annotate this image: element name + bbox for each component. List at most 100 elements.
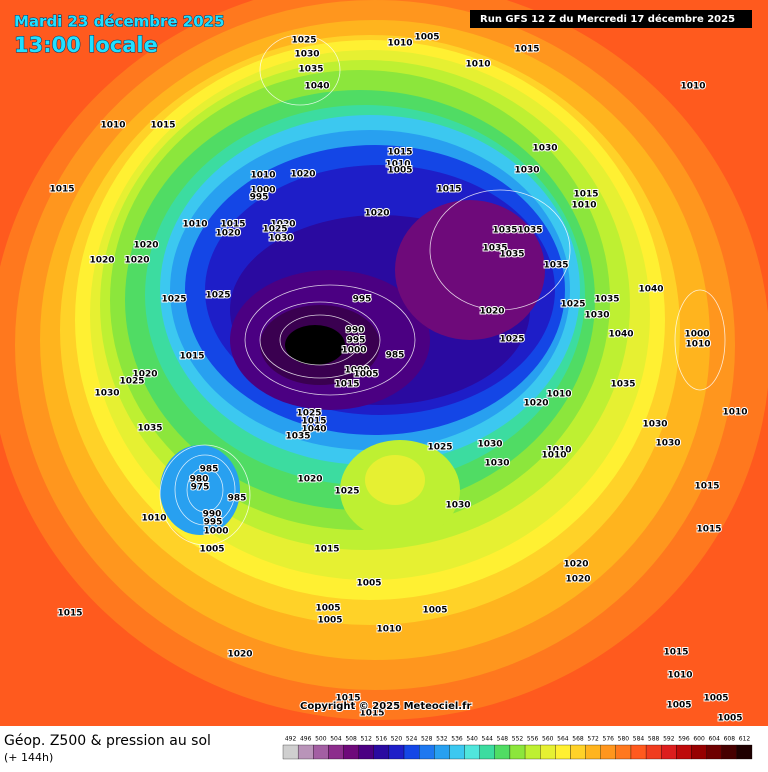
isobar-label: 1035: [285, 432, 310, 442]
isobar-label: 1005: [666, 701, 691, 711]
isobar-label: 1010: [250, 171, 275, 181]
legend-swatch: [630, 744, 647, 760]
isobar-label: 1035: [482, 244, 507, 254]
legend-label: 580: [618, 736, 630, 743]
legend-swatch: [297, 744, 314, 760]
legend-label: 524: [406, 736, 418, 743]
legend-label: 600: [693, 736, 705, 743]
isobar-label: 1025: [560, 300, 585, 310]
legend-label: 568: [572, 736, 584, 743]
legend-label: 544: [482, 736, 494, 743]
isobar-label: 1030: [584, 311, 609, 321]
isobar-label: 1025: [334, 487, 359, 497]
isobar-label: 1035: [137, 424, 162, 434]
isobar-label: 980: [190, 475, 209, 485]
isobar-label: 1000: [344, 366, 369, 376]
legend-swatch: [570, 744, 586, 760]
isobar-label: 1040: [638, 285, 663, 295]
isobar-label: 1030: [294, 50, 319, 60]
isobar-label: 1015: [49, 185, 74, 195]
legend-label: 516: [376, 736, 388, 743]
isobar-label: 1010: [546, 390, 571, 400]
isobar-label: 1015: [359, 709, 384, 719]
legend-label: 508: [345, 736, 357, 743]
isobar-label: 1005: [199, 545, 224, 555]
legend-label: 540: [466, 736, 478, 743]
legend-swatch: [373, 744, 390, 760]
isobar-label: 1020: [563, 560, 588, 570]
isobar-label: 1020: [215, 229, 240, 239]
isobar-label: 1010: [667, 671, 692, 681]
legend-label: 564: [557, 736, 569, 743]
isobar-label: 1005: [422, 606, 447, 616]
isobar-label: 1010: [376, 625, 401, 635]
isobar-label: 1000: [203, 527, 228, 537]
legend-label: 612: [739, 736, 751, 743]
legend-label: 528: [421, 736, 433, 743]
isobar-label: 1015: [663, 648, 688, 658]
isobar-label: 1005: [353, 370, 378, 380]
isobar-label: 1010: [571, 201, 596, 211]
legend-swatch: [358, 744, 374, 760]
legend-label: 548: [497, 736, 509, 743]
isobar-label: 1010: [722, 408, 747, 418]
isobar-label: 1030: [514, 166, 539, 176]
isobar-label: 1030: [94, 389, 119, 399]
isobar-label: 1015: [335, 694, 360, 704]
isobar-label: 1010: [680, 82, 705, 92]
legend-swatch: [479, 744, 495, 760]
legend-label: 520: [391, 736, 403, 743]
legend-label: 536: [451, 736, 463, 743]
isobar-label: 1000: [341, 346, 366, 356]
legend-swatch: [615, 744, 632, 760]
isobar-label: 985: [386, 351, 405, 361]
legend-swatch: [434, 744, 450, 760]
isobar-label: 1010: [385, 160, 410, 170]
legend-swatch: [691, 744, 707, 760]
isobar-label: 1005: [387, 166, 412, 176]
isobar-label: 1020: [89, 256, 114, 266]
isobar-label: 1005: [414, 33, 439, 43]
run-info: Run GFS 12 Z du Mercredi 17 décembre 202…: [480, 13, 735, 25]
isobar-label: 1020: [479, 307, 504, 317]
legend-swatch: [328, 744, 344, 760]
isobar-label: 1015: [696, 525, 721, 535]
isobar-label: 995: [353, 295, 372, 305]
height-field: [0, 0, 768, 720]
isobar-label: 1020: [132, 370, 157, 380]
legend-label: 576: [603, 736, 615, 743]
isobar-label: 985: [200, 465, 219, 475]
isobar-label: 1025: [161, 295, 186, 305]
isobar-label: 1010: [141, 514, 166, 524]
isobar-label: 1015: [514, 45, 539, 55]
isobar-label: 1005: [703, 694, 728, 704]
isobar-label: 985: [228, 494, 247, 504]
isobar-label: 1025: [262, 225, 287, 235]
isobar-label: 1020: [364, 209, 389, 219]
legend-swatch: [524, 744, 541, 760]
isobar-label: 1020: [270, 220, 295, 230]
legend-label: 596: [678, 736, 690, 743]
isobar-label: 1040: [304, 82, 329, 92]
isobar-label: 1020: [565, 575, 590, 585]
legend-swatch: [509, 744, 526, 760]
isobar-label: 975: [191, 483, 210, 493]
isobar-label: 1005: [717, 714, 742, 724]
isobar-label: 1015: [150, 121, 175, 131]
isobar-label: 1010: [685, 340, 710, 350]
legend-label: 492: [285, 736, 297, 743]
isobar-label: 1020: [124, 256, 149, 266]
legend-label: 588: [648, 736, 660, 743]
isobar-label: 1015: [301, 417, 326, 427]
isobar-label: 1030: [655, 439, 680, 449]
isobar-label: 1015: [573, 190, 598, 200]
isobar-label: 1030: [532, 144, 557, 154]
isobar-label: 1030: [268, 234, 293, 244]
isobar-label: 1010: [182, 220, 207, 230]
isobars: [159, 34, 726, 546]
legend-label: 572: [587, 736, 599, 743]
isobar-label: 1025: [427, 443, 452, 453]
isobar-label: 1015: [57, 609, 82, 619]
isobar-label: 1005: [356, 579, 381, 589]
